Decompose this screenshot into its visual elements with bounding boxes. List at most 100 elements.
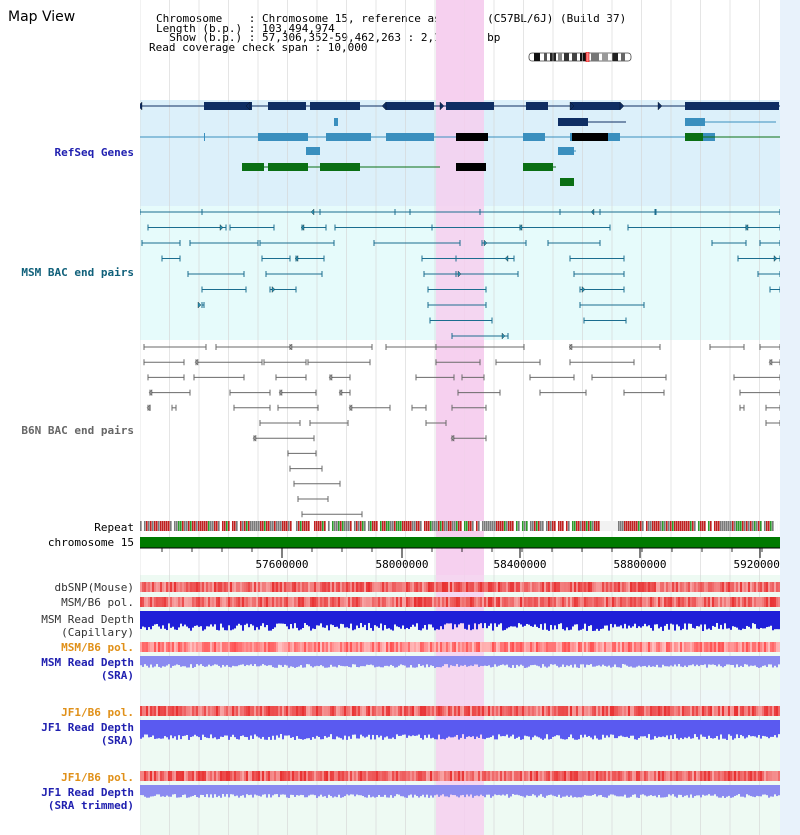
msm-capillary-depth-bar xyxy=(366,611,368,631)
jf1-b6-pol-mark xyxy=(484,706,486,716)
jf1-trim-depth-bar xyxy=(496,785,498,796)
jf1-b6-pol-trim-mark xyxy=(392,771,394,781)
refseq-genes-label[interactable]: RefSeq Genes xyxy=(54,146,134,159)
jf1-sra-depth-bar xyxy=(674,720,676,735)
jf1-b6-pol-trim-mark xyxy=(300,771,302,781)
msm-b6-pol-sra-mark xyxy=(160,642,162,652)
msm-capillary-depth-bar xyxy=(158,611,160,627)
jf1-b6-pol-trim-mark xyxy=(292,771,294,781)
msm-capillary-depth-bar xyxy=(442,611,444,630)
jf1-b6-pol-trim-mark xyxy=(604,771,606,781)
repeat-mark xyxy=(356,521,358,531)
repeat-mark xyxy=(394,521,396,531)
jf1-b6-pol-mark xyxy=(378,706,380,716)
jf1-trim-depth-bar xyxy=(630,785,632,797)
jf1-sra-depth-bar xyxy=(536,720,538,737)
msm-b6-pol-sra-mark xyxy=(292,642,294,652)
msm-capillary-depth-bar xyxy=(344,611,346,628)
dbsnp-mark xyxy=(406,582,408,592)
dbsnp-mark xyxy=(190,582,192,592)
jf1-sra-depth-bar xyxy=(480,720,482,735)
msm-capillary-depth-bar xyxy=(174,611,176,630)
msm-b6-pol-sra-mark xyxy=(450,642,452,652)
msm-b6-pol-sra-mark xyxy=(556,642,558,652)
msm-sra-depth-bar xyxy=(744,656,746,665)
jf1-b6-pol-mark xyxy=(702,706,704,716)
jf1-trim-depth-bar xyxy=(328,785,330,795)
msm-b6-pol-mark xyxy=(230,597,232,607)
jf1-b6-pol-mark xyxy=(664,706,666,716)
jf1-b6-pol-mark xyxy=(754,706,756,716)
jf1-trim-depth-bar xyxy=(680,785,682,795)
msm-b6-pol-mark xyxy=(742,597,744,607)
jf1-sra-depth-bar xyxy=(300,720,302,740)
msm-b6-pol-mark xyxy=(468,597,470,607)
msm-sra-depth-bar xyxy=(616,656,618,668)
jf1-b6-pol-mark xyxy=(658,706,660,716)
jf1-b6-pol-trim-mark xyxy=(490,771,492,781)
msm-b6-pol-mark xyxy=(444,597,446,607)
genome-track-panel[interactable]: 5760000058000000584000005880000059200000 xyxy=(140,0,780,835)
dbsnp-mark xyxy=(170,582,172,592)
msm-b6-pol-mark xyxy=(492,597,494,607)
dbsnp-mark xyxy=(620,582,622,592)
jf1-b6-pol-mark xyxy=(238,706,240,716)
jf1-b6-pol-trim-mark xyxy=(746,771,748,781)
jf1-b6-pol-mark xyxy=(758,706,760,716)
msm-capillary-depth-bar xyxy=(770,611,772,626)
msm-b6-pol-mark xyxy=(638,597,640,607)
repeat-mark xyxy=(526,521,528,531)
msm-sra-depth-bar xyxy=(268,656,270,666)
jf1-b6-pol-trim-mark xyxy=(510,771,512,781)
jf1-sra-depth-bar xyxy=(272,720,274,736)
repeat-mark xyxy=(248,521,250,531)
b6n-bac-label[interactable]: B6N BAC end pairs xyxy=(21,424,134,437)
jf1-b6-pol-mark xyxy=(344,706,346,716)
repeat-mark xyxy=(148,521,150,531)
msm-b6-pol-sra-mark xyxy=(272,642,274,652)
msm-capillary-depth-bar xyxy=(224,611,226,631)
jf1-sra-depth-bar xyxy=(606,720,608,736)
dbsnp-mark xyxy=(702,582,704,592)
dbsnp-mark xyxy=(674,582,676,592)
dbsnp-mark xyxy=(158,582,160,592)
refseq-gene xyxy=(258,133,308,141)
msm-b6-pol-sra-mark xyxy=(188,642,190,652)
jf1-b6-pol-trim-mark xyxy=(158,771,160,781)
msm-b6-pol-mark xyxy=(204,597,206,607)
msm-bac-label[interactable]: MSM BAC end pairs xyxy=(21,266,134,279)
jf1-trim-depth-bar xyxy=(506,785,508,795)
msm-b6-pol-sra-mark xyxy=(658,642,660,652)
repeat-mark xyxy=(554,521,556,531)
repeat-mark xyxy=(276,521,278,531)
jf1-sra-depth-bar xyxy=(584,720,586,735)
jf1-b6-pol-trim-mark xyxy=(244,771,246,781)
msm-capillary-depth-bar xyxy=(444,611,446,625)
jf1-b6-pol-mark xyxy=(584,706,586,716)
jf1-trim-depth-bar xyxy=(578,785,580,798)
jf1-sra-depth-bar xyxy=(322,720,324,740)
msm-sra-depth-bar xyxy=(226,656,228,666)
msm-capillary-depth-bar xyxy=(656,611,658,625)
jf1-b6-pol-trim-mark xyxy=(274,771,276,781)
msm-capillary-depth-bar xyxy=(310,611,312,631)
msm-b6-pol-sra-mark xyxy=(620,642,622,652)
repeat-mark xyxy=(340,521,342,531)
msm-b6-pol-sra-mark xyxy=(416,642,418,652)
dbsnp-mark xyxy=(712,582,714,592)
repeat-mark xyxy=(670,521,672,531)
msm-capillary-depth-bar xyxy=(514,611,516,627)
msm-capillary-depth-bar xyxy=(370,611,372,629)
msm-b6-pol-sra-mark xyxy=(302,642,304,652)
msm-b6-pol-sra-mark xyxy=(306,642,308,652)
msm-b6-pol-mark xyxy=(248,597,250,607)
jf1-trim-depth-bar xyxy=(482,785,484,796)
msm-b6-pol-sra-mark xyxy=(562,642,564,652)
msm-b6-pol-sra-mark xyxy=(530,642,532,652)
msm-b6-pol-mark xyxy=(482,597,484,607)
msm-sra-depth-bar xyxy=(238,656,240,666)
jf1-b6-pol-trim-mark xyxy=(182,771,184,781)
dbsnp-mark xyxy=(172,582,174,592)
jf1-b6-pol-mark xyxy=(750,706,752,716)
msm-sra-depth-bar xyxy=(682,656,684,668)
